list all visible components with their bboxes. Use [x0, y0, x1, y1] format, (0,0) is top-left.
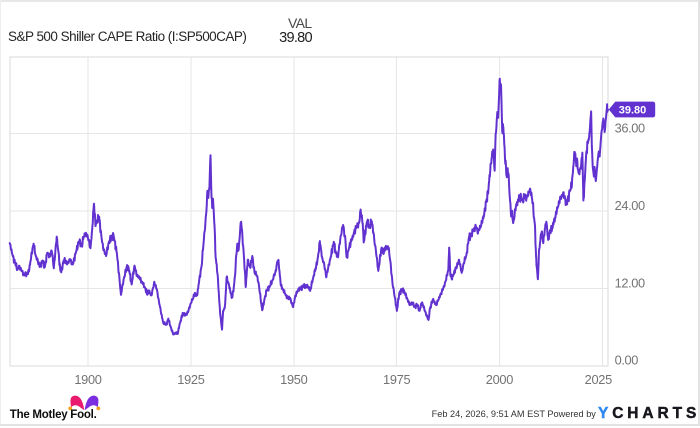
svg-text:0.00: 0.00 [615, 352, 639, 367]
svg-text:1950: 1950 [280, 372, 307, 387]
svg-text:1900: 1900 [74, 372, 101, 387]
svg-text:36.00: 36.00 [615, 120, 645, 135]
svg-text:1925: 1925 [177, 372, 204, 387]
svg-text:2000: 2000 [486, 372, 513, 387]
svg-text:39.80: 39.80 [619, 105, 647, 117]
svg-text:24.00: 24.00 [615, 198, 645, 213]
svg-text:12.00: 12.00 [615, 275, 645, 290]
svg-text:1975: 1975 [383, 372, 410, 387]
svg-text:2025: 2025 [585, 372, 612, 387]
